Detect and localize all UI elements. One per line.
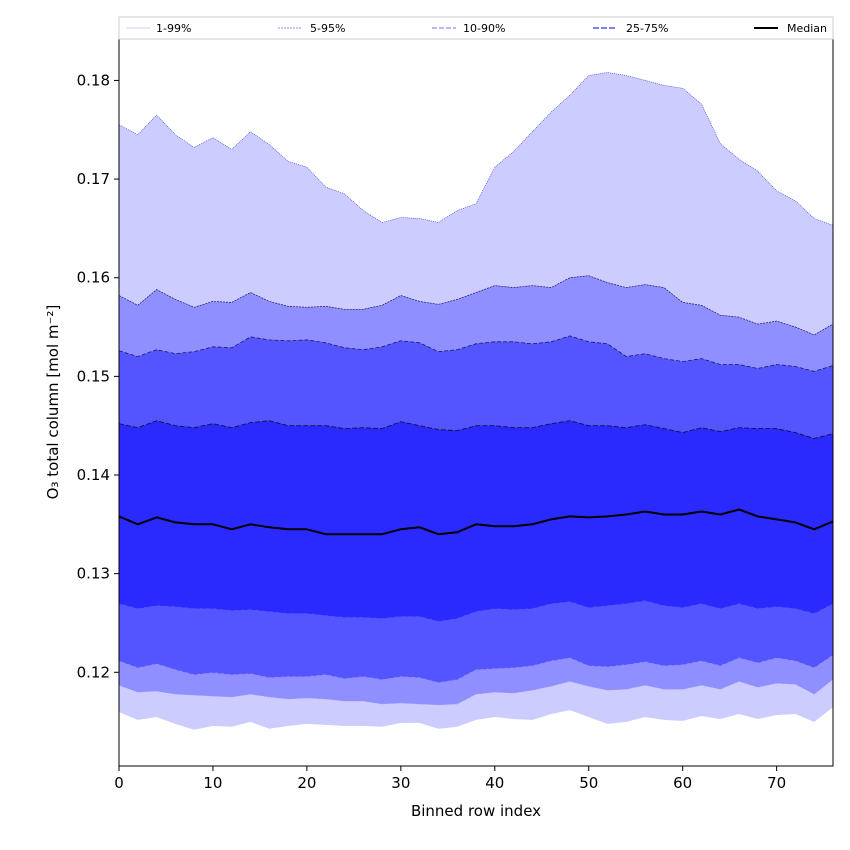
y-tick-label: 0.17 (77, 170, 110, 188)
x-tick-label: 30 (391, 774, 410, 792)
x-tick-label: 40 (485, 774, 504, 792)
x-axis-label: Binned row index (411, 802, 541, 820)
x-tick-label: 60 (673, 774, 692, 792)
line-p1 (118, 706, 834, 730)
y-axis-ticks: 0.12 0.13 0.14 0.15 0.16 0.17 0.18 (77, 71, 119, 681)
x-tick-label: 10 (203, 774, 222, 792)
line-p10 (118, 654, 834, 683)
line-p25 (118, 599, 834, 622)
band-25-75 (119, 420, 833, 621)
y-tick-label: 0.18 (77, 71, 110, 89)
line-p75 (118, 420, 834, 439)
legend-label-5-95: 5-95% (310, 22, 345, 35)
line-p90 (118, 335, 834, 372)
x-tick-label: 70 (767, 774, 786, 792)
x-tick-label: 0 (114, 774, 124, 792)
y-tick-label: 0.16 (77, 269, 110, 287)
line-p5 (118, 678, 834, 706)
median-line (118, 508, 834, 536)
y-tick-label: 0.15 (77, 367, 110, 385)
percentile-bands (119, 72, 833, 730)
legend-label-10-90: 10-90% (463, 22, 505, 35)
x-tick-label: 20 (297, 774, 316, 792)
line-p95 (118, 275, 834, 336)
percentile-lines (118, 72, 834, 730)
legend-box (118, 16, 834, 40)
y-tick-label: 0.12 (77, 663, 110, 681)
x-tick-label: 50 (579, 774, 598, 792)
y-axis-label: O₃ total column [mol m⁻²] (44, 305, 62, 500)
x-axis-ticks: 0 10 20 30 40 50 60 70 (114, 766, 786, 792)
line-p99 (118, 72, 834, 226)
y-tick-label: 0.14 (77, 466, 110, 484)
legend-label-1-99: 1-99% (156, 22, 191, 35)
legend: 1-99% 5-95% 10-90% 25-75% Median (118, 16, 834, 40)
legend-label-25-75: 25-75% (626, 22, 668, 35)
legend-label-median: Median (787, 22, 827, 35)
y-tick-label: 0.13 (77, 565, 110, 583)
